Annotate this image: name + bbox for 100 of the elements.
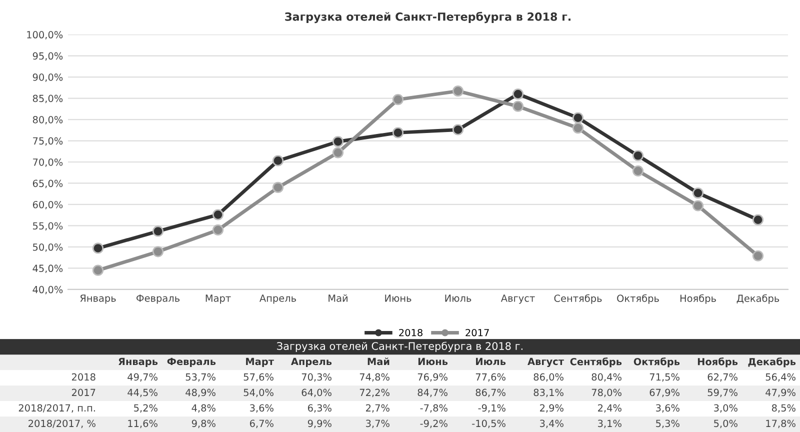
data-label: 9,8%	[192, 420, 216, 428]
data-label: 80,4%	[592, 373, 622, 382]
data-label: 57,6%	[244, 373, 274, 382]
point	[572, 112, 584, 124]
series-label: 2018/2017, %	[28, 420, 96, 428]
series-label: 2017	[72, 388, 96, 396]
point	[332, 136, 344, 148]
data-label: 54,0%	[244, 388, 274, 398]
category-label: Декабрь	[748, 357, 796, 368]
point	[152, 226, 164, 237]
data-label: 48,9%	[186, 388, 216, 398]
x-tick-label: Декабрь	[736, 294, 780, 304]
data-label: 3,0%	[714, 404, 738, 413]
point	[512, 88, 524, 100]
x-tick-label: Октябрь	[617, 294, 659, 304]
data-label: 84,7%	[418, 388, 448, 398]
x-tick-label: Июль	[445, 294, 472, 302]
category-label: Октябрь	[634, 357, 680, 368]
text: 2018/2017, п.п.	[18, 404, 95, 413]
x-tick-label: Ноябрь	[680, 294, 716, 304]
y-tick-label: 95,0%	[32, 52, 63, 61]
data-label: 59,7%	[708, 388, 738, 398]
category-label: Сентябрь	[570, 357, 622, 368]
data-label: 5,3%	[656, 420, 680, 428]
data-label: 8,5%	[772, 404, 796, 413]
data-label: 53,7%	[186, 373, 216, 382]
data-label: 3,6%	[656, 404, 680, 413]
y-tick-label: 60,0%	[32, 200, 63, 210]
y-tick-label: 65,0%	[32, 180, 63, 188]
data-label: 5,0%	[714, 420, 738, 428]
data-label: 86,0%	[534, 373, 564, 382]
point	[152, 246, 164, 258]
data-label: 74,8%	[360, 373, 390, 382]
x-tick-label: Январь	[80, 294, 116, 304]
text: 2018	[72, 373, 96, 381]
point	[632, 150, 644, 162]
category-label: Апрель	[290, 358, 332, 368]
chart-title: Загрузка отелей Санкт-Петербурга в 2018 г.	[285, 12, 570, 24]
point	[92, 242, 104, 254]
data-label: 44,5%	[128, 388, 158, 398]
point	[392, 127, 404, 138]
point	[752, 250, 764, 262]
y-tick-label: 85,0%	[32, 94, 63, 104]
point	[692, 200, 704, 212]
y-tick-label: 90,0%	[32, 74, 63, 82]
point	[452, 86, 464, 97]
category-label: Январь	[118, 358, 158, 368]
category-label: Июль	[476, 358, 506, 366]
y-tick-label: 80,0%	[32, 116, 63, 124]
x-tick-label: Август	[500, 294, 535, 304]
data-label: 11,6%	[128, 420, 158, 428]
category-label: Август	[528, 358, 564, 368]
data-label: -7,8%	[420, 404, 448, 413]
data-label: 2,9%	[540, 404, 564, 413]
data-label: 71,5%	[650, 373, 680, 382]
data-label: 6,3%	[308, 404, 332, 413]
point	[272, 182, 284, 194]
point	[92, 264, 104, 276]
y-tick-label: 45,0%	[32, 264, 63, 274]
data-label: 9,9%	[308, 420, 332, 428]
point	[272, 155, 284, 166]
data-label: 62,7%	[708, 373, 738, 382]
x-tick-label: Июнь	[385, 294, 412, 302]
data-label: 6,7%	[250, 420, 274, 428]
x-tick-label: Май	[328, 294, 348, 302]
x-tick-label: Апрель	[260, 294, 296, 304]
category-label: Июнь	[418, 358, 448, 366]
y-tick-label: 75,0%	[33, 137, 63, 146]
point	[512, 100, 524, 112]
y-tick-label: 40,0%	[32, 286, 63, 294]
data-label: 4,8%	[192, 404, 216, 413]
category-label: Март	[246, 358, 274, 368]
data-label: 64,0%	[302, 388, 332, 398]
data-label: 86,7%	[476, 388, 506, 398]
x-tick-label: Март	[206, 294, 231, 304]
y-tick-label: 70,0%	[33, 158, 63, 167]
point	[452, 124, 464, 136]
y-tick-label: 50,0%	[33, 243, 63, 252]
category-label: Ноябрь	[698, 357, 738, 368]
point	[332, 147, 344, 158]
data-label: 83,1%	[534, 388, 564, 398]
data-label: -9,2%	[420, 420, 448, 428]
point	[572, 122, 584, 134]
text: Загрузка отелей Санкт-Петербурга в 2018 г.	[277, 342, 522, 352]
data-label: 3,6%	[250, 404, 274, 413]
data-label: 3,1%	[598, 420, 622, 428]
data-label: 78,0%	[592, 388, 622, 398]
category-label: Май	[368, 358, 390, 366]
legend-label: 2018	[399, 328, 422, 336]
data-label: 2,7%	[366, 404, 390, 413]
point	[752, 214, 764, 226]
x-tick-label: Сентябрь	[554, 294, 602, 304]
data-label: -10,5%	[472, 420, 506, 428]
data-label: 5,2%	[134, 404, 158, 413]
point	[692, 187, 704, 199]
data-label: 56,4%	[766, 373, 796, 382]
point	[392, 94, 404, 106]
data-label: 3,7%	[366, 420, 390, 428]
data-label: 3,4%	[540, 420, 564, 428]
data-label: 47,9%	[766, 388, 796, 398]
